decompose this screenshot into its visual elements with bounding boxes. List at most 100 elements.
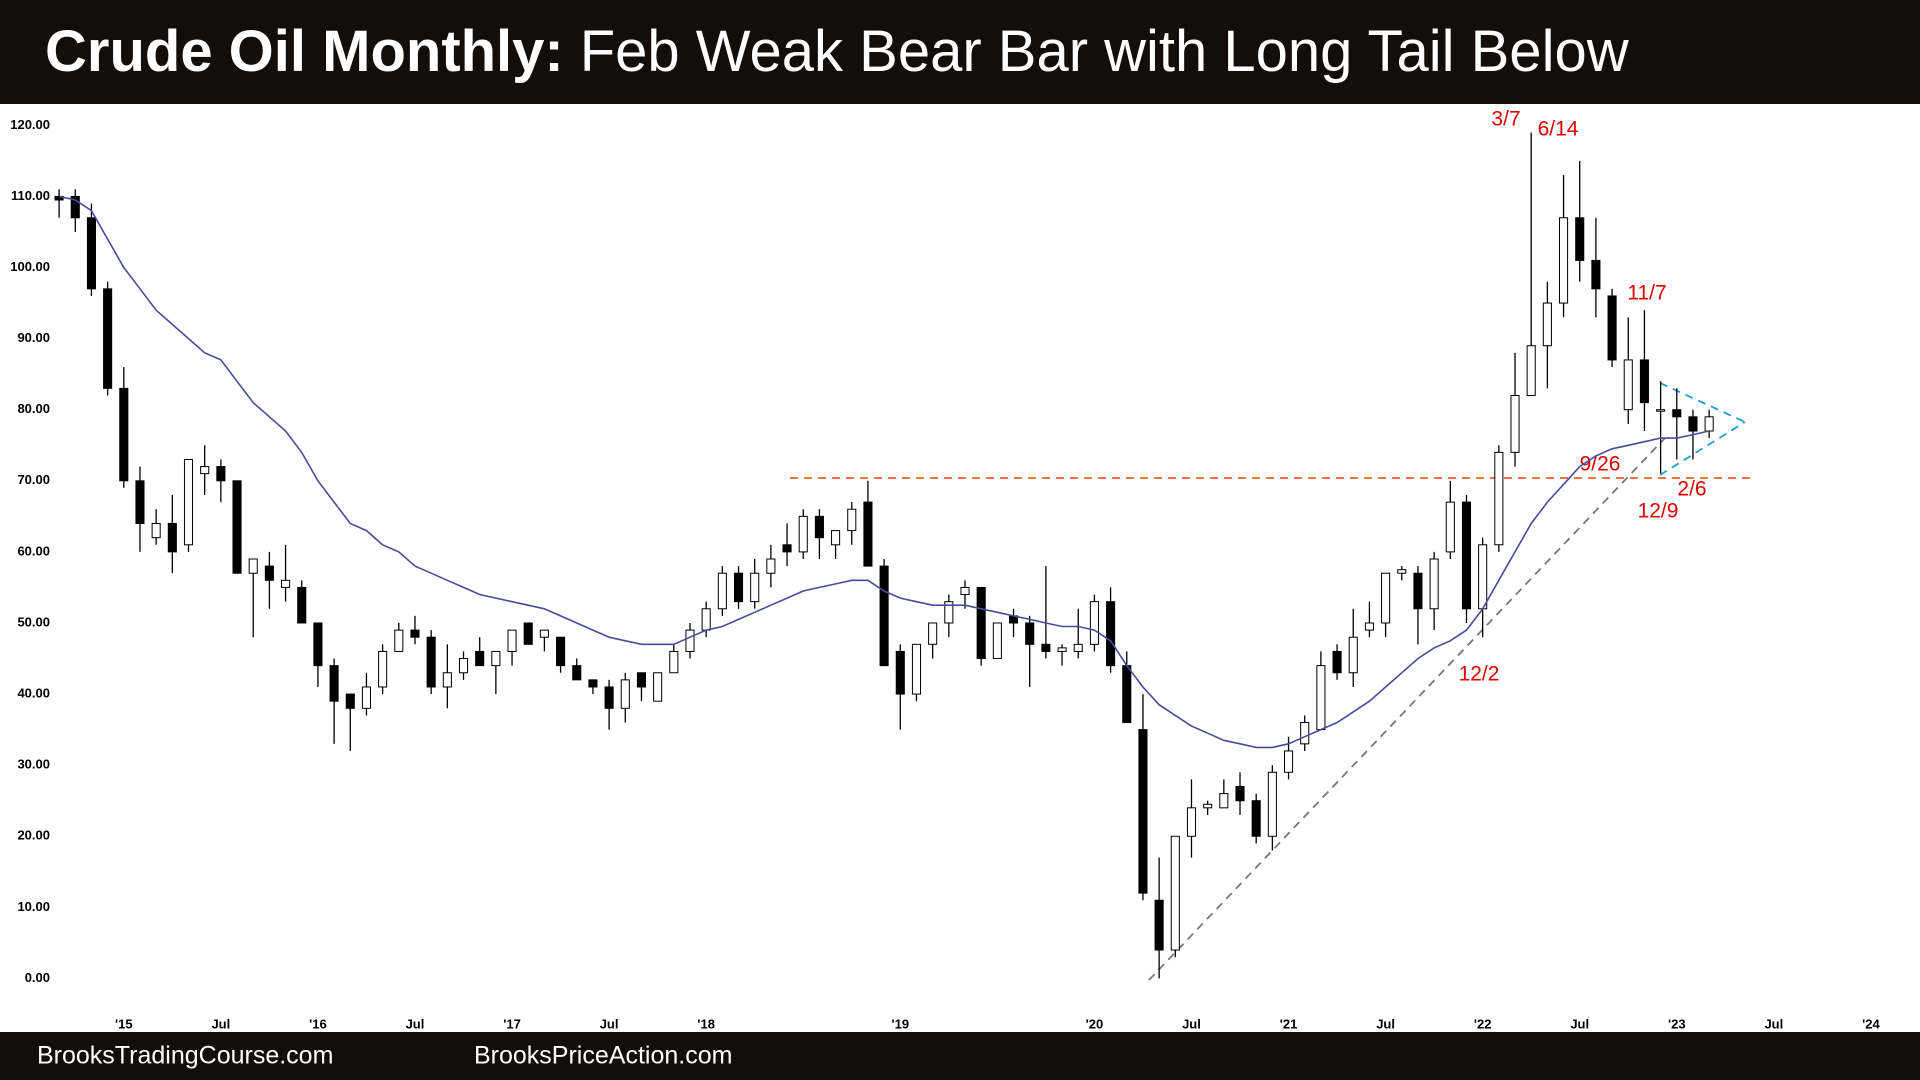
candle-body (685, 629, 695, 652)
y-tick-label: 70.00 (17, 472, 50, 487)
candle-body (1429, 558, 1439, 610)
annotation: 9/26 (1580, 453, 1621, 476)
candle-body (944, 601, 954, 624)
candle-body (1704, 416, 1714, 432)
candle-body (361, 686, 371, 709)
x-tick-label: '21 (1280, 1016, 1298, 1031)
candle-body (394, 629, 404, 652)
x-tick-label: Jul (211, 1016, 230, 1031)
footer-right: BrooksPriceAction.com (474, 1042, 732, 1070)
candle-body (620, 679, 630, 709)
candle-body (1251, 800, 1261, 837)
candle-body (86, 217, 96, 290)
y-tick-label: 40.00 (17, 686, 50, 701)
candle-body (1170, 835, 1180, 951)
chart-title: Crude Oil Monthly: Feb Weak Bear Bar with… (45, 19, 1630, 84)
candle-body (1154, 899, 1164, 951)
candle-body (831, 530, 841, 546)
candle-body (1688, 416, 1698, 432)
candle-body (717, 572, 727, 610)
x-tick-label: '22 (1474, 1016, 1492, 1031)
y-tick-label: 120.00 (10, 117, 50, 132)
candle-body (539, 629, 549, 638)
candle-body (1267, 771, 1277, 837)
candle-body (1639, 359, 1649, 404)
candle-body (1656, 409, 1666, 412)
candle-body (1219, 793, 1229, 809)
candle-body (458, 658, 469, 674)
y-tick-label: 50.00 (17, 614, 50, 629)
candle-body (1348, 636, 1358, 674)
y-tick-label: 20.00 (17, 828, 50, 843)
x-tick-label: Jul (1376, 1016, 1395, 1031)
candle-body (960, 586, 970, 596)
x-tick-label: '17 (503, 1016, 521, 1031)
moving-average (58, 195, 1710, 749)
candle-body (588, 679, 598, 688)
annotation: 12/2 (1459, 663, 1500, 686)
candle-body (798, 515, 808, 553)
candle-body (248, 558, 258, 574)
candle-body (523, 622, 533, 645)
footer-left: BrooksTradingCourse.com (37, 1042, 333, 1070)
candle-body (1106, 601, 1116, 667)
candle-body (475, 650, 485, 667)
candle-body (895, 650, 905, 695)
candle-body (183, 458, 194, 546)
candle-body (847, 508, 857, 532)
candle-body (1607, 295, 1617, 361)
candle-body (70, 195, 80, 219)
candle-body (1364, 622, 1374, 631)
candle-body (378, 650, 388, 688)
footer-bar (0, 1032, 1920, 1080)
trend-line (1148, 437, 1666, 981)
candle-body (329, 665, 339, 702)
candle-body (426, 636, 436, 688)
x-tick-label: '18 (697, 1016, 715, 1031)
candle-body (1073, 643, 1083, 652)
x-tick-label: Jul (406, 1016, 425, 1031)
candle-body (1445, 501, 1455, 553)
candle-body (1478, 544, 1488, 610)
candle-body (572, 665, 582, 681)
candle-body (1235, 786, 1245, 802)
annotation: 2/6 (1677, 478, 1706, 501)
candle-body (766, 558, 776, 574)
y-tick-label: 110.00 (11, 188, 50, 203)
x-tick-label: Jul (1570, 1016, 1589, 1031)
x-tick-label: '19 (892, 1016, 910, 1031)
candle-body (1591, 259, 1601, 290)
candle-body (669, 650, 679, 674)
x-tick-label: '24 (1862, 1016, 1880, 1031)
title-bold: Crude Oil Monthly: (45, 19, 564, 84)
candle-body (1089, 601, 1099, 645)
candle-body (1575, 217, 1585, 261)
candle-body (1041, 643, 1051, 652)
candle-body (1203, 803, 1213, 809)
y-tick-label: 60.00 (17, 543, 50, 558)
candle-body (103, 288, 113, 389)
candle-body (1672, 409, 1682, 418)
x-tick-label: Jul (1182, 1016, 1201, 1031)
candle-body (216, 466, 226, 482)
title-rest: Feb Weak Bear Bar with Long Tail Below (580, 19, 1630, 84)
candle-body (1316, 665, 1326, 731)
candle-body (976, 586, 986, 660)
candle-body (556, 636, 566, 667)
y-tick-label: 90.00 (17, 330, 50, 345)
x-tick-label: '23 (1668, 1016, 1686, 1031)
header-bar (0, 0, 1920, 104)
y-tick-label: 10.00 (17, 899, 50, 914)
candle-body (167, 522, 177, 553)
candle-body (264, 565, 274, 581)
candle-body (1559, 217, 1569, 304)
candle-body (911, 643, 922, 695)
candle-body (653, 672, 663, 702)
candle-body (442, 672, 452, 688)
y-tick-label: 80.00 (17, 401, 50, 416)
candle-body (410, 629, 420, 638)
candle-body (1057, 647, 1067, 652)
candle-body (507, 629, 517, 652)
candle-body (733, 572, 744, 603)
candle-body (1122, 665, 1132, 724)
